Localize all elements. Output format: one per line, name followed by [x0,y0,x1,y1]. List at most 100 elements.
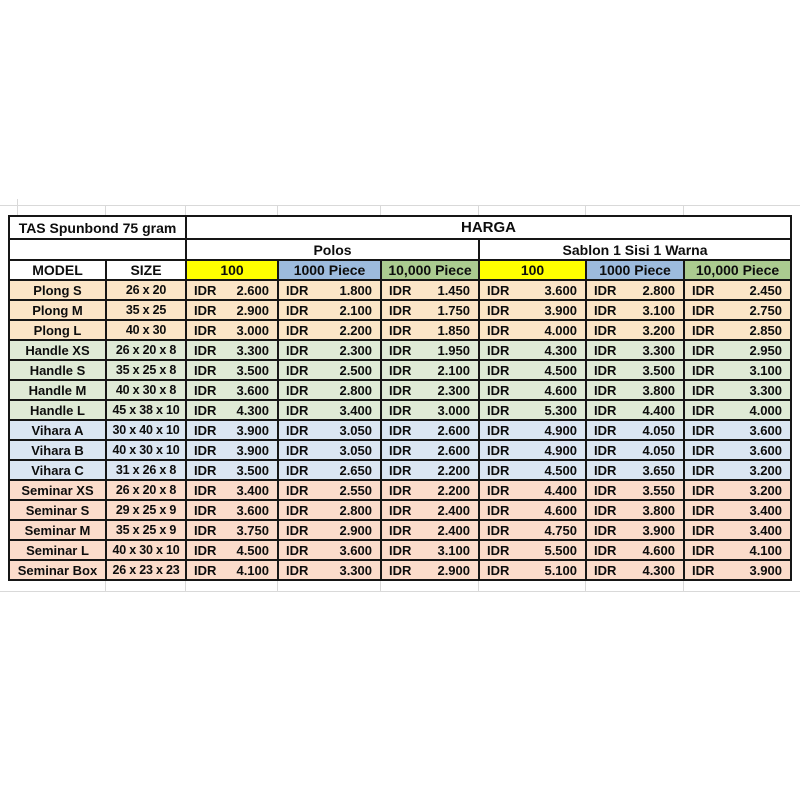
currency-label: IDR [389,402,412,418]
currency-label: IDR [692,522,715,538]
model-cell: Seminar XS [8,479,107,501]
price-cell: IDR 1.850 [380,319,481,341]
model-cell: Seminar M [8,519,107,541]
price-value: 2.800 [339,382,373,398]
currency-label: IDR [389,462,412,478]
price-cell: IDR 4.900 [478,419,588,441]
currency-label: IDR [286,502,309,518]
price-cell: IDR 3.400 [683,499,793,521]
price-value: 3.300 [236,342,270,358]
price-value: 3.050 [339,422,373,438]
table-row: Seminar XS 26 x 20 x 8 IDR 3.400 IDR 2.550… [8,479,793,501]
price-value: 4.400 [642,402,676,418]
currency-label: IDR [594,562,617,578]
size-cell: 31 x 26 x 8 [104,459,188,481]
sheet-gridline [683,205,684,215]
table-header-row-3: MODEL SIZE 100 1000 Piece 10,000 Piece 1… [8,259,793,281]
price-value: 2.850 [749,322,783,338]
sheet-gridline [105,205,106,215]
currency-label: IDR [194,322,217,338]
price-cell: IDR 3.400 [683,519,793,541]
price-value: 3.000 [236,322,270,338]
price-value: 2.600 [437,442,471,458]
size-cell: 26 x 20 x 8 [104,479,188,501]
price-value: 2.500 [339,362,373,378]
price-value: 1.950 [437,342,471,358]
currency-label: IDR [487,562,510,578]
size-cell: 30 x 40 x 10 [104,419,188,441]
price-cell: IDR 3.100 [585,299,686,321]
price-value: 5.100 [544,562,578,578]
price-cell: IDR 3.300 [277,559,383,581]
price-value: 2.800 [339,502,373,518]
currency-label: IDR [389,442,412,458]
currency-label: IDR [389,482,412,498]
currency-label: IDR [692,462,715,478]
price-value: 3.800 [642,502,676,518]
price-cell: IDR 5.500 [478,539,588,561]
sablon-tier-1000-header: 1000 Piece [585,259,686,281]
price-cell: IDR 4.050 [585,439,686,461]
price-cell: IDR 3.300 [185,339,280,361]
price-cell: IDR 4.600 [478,379,588,401]
price-value: 2.200 [339,322,373,338]
polos-section-header: Polos [185,238,481,261]
price-value: 3.600 [749,422,783,438]
sheet-gridline [0,591,800,592]
price-cell: IDR 2.100 [277,299,383,321]
currency-label: IDR [594,302,617,318]
price-cell: IDR 3.900 [478,299,588,321]
price-value: 2.300 [437,382,471,398]
price-value: 3.900 [642,522,676,538]
price-cell: IDR 5.100 [478,559,588,581]
currency-label: IDR [692,422,715,438]
sheet-gridline [478,579,479,591]
price-cell: IDR 2.100 [380,359,481,381]
price-cell: IDR 3.600 [683,419,793,441]
sheet-gridline [585,205,586,215]
price-cell: IDR 3.500 [185,359,280,381]
currency-label: IDR [286,462,309,478]
currency-label: IDR [194,542,217,558]
price-value: 4.600 [544,382,578,398]
price-value: 2.400 [437,502,471,518]
currency-label: IDR [692,402,715,418]
price-cell: IDR 3.500 [185,459,280,481]
model-cell: Seminar L [8,539,107,561]
price-cell: IDR 3.900 [683,559,793,581]
price-value: 1.850 [437,322,471,338]
price-value: 2.200 [437,482,471,498]
model-cell: Vihara A [8,419,107,441]
price-value: 3.300 [339,562,373,578]
currency-label: IDR [692,502,715,518]
price-cell: IDR 2.900 [277,519,383,541]
price-cell: IDR 2.300 [380,379,481,401]
sheet-gridline [277,579,278,591]
currency-label: IDR [594,502,617,518]
table-header-row-1: TAS Spunbond 75 gram HARGA [7,215,793,240]
model-cell: Vihara C [8,459,107,481]
price-value: 3.600 [236,502,270,518]
price-value: 3.800 [642,382,676,398]
sheet-gridline [380,579,381,591]
price-value: 3.600 [339,542,373,558]
currency-label: IDR [594,322,617,338]
currency-label: IDR [194,362,217,378]
price-value: 2.300 [339,342,373,358]
price-value: 3.300 [749,382,783,398]
price-value: 2.550 [339,482,373,498]
price-value: 4.000 [544,322,578,338]
price-value: 3.900 [236,442,270,458]
sheet-gridline [585,579,586,591]
price-value: 3.600 [749,442,783,458]
currency-label: IDR [487,442,510,458]
currency-label: IDR [286,562,309,578]
price-value: 1.800 [339,282,373,298]
price-value: 3.900 [749,562,783,578]
polos-tier-100-header: 100 [185,259,280,281]
price-value: 2.400 [437,522,471,538]
sheet-gridline [185,205,186,215]
currency-label: IDR [389,502,412,518]
price-cell: IDR 1.950 [380,339,481,361]
currency-label: IDR [594,542,617,558]
